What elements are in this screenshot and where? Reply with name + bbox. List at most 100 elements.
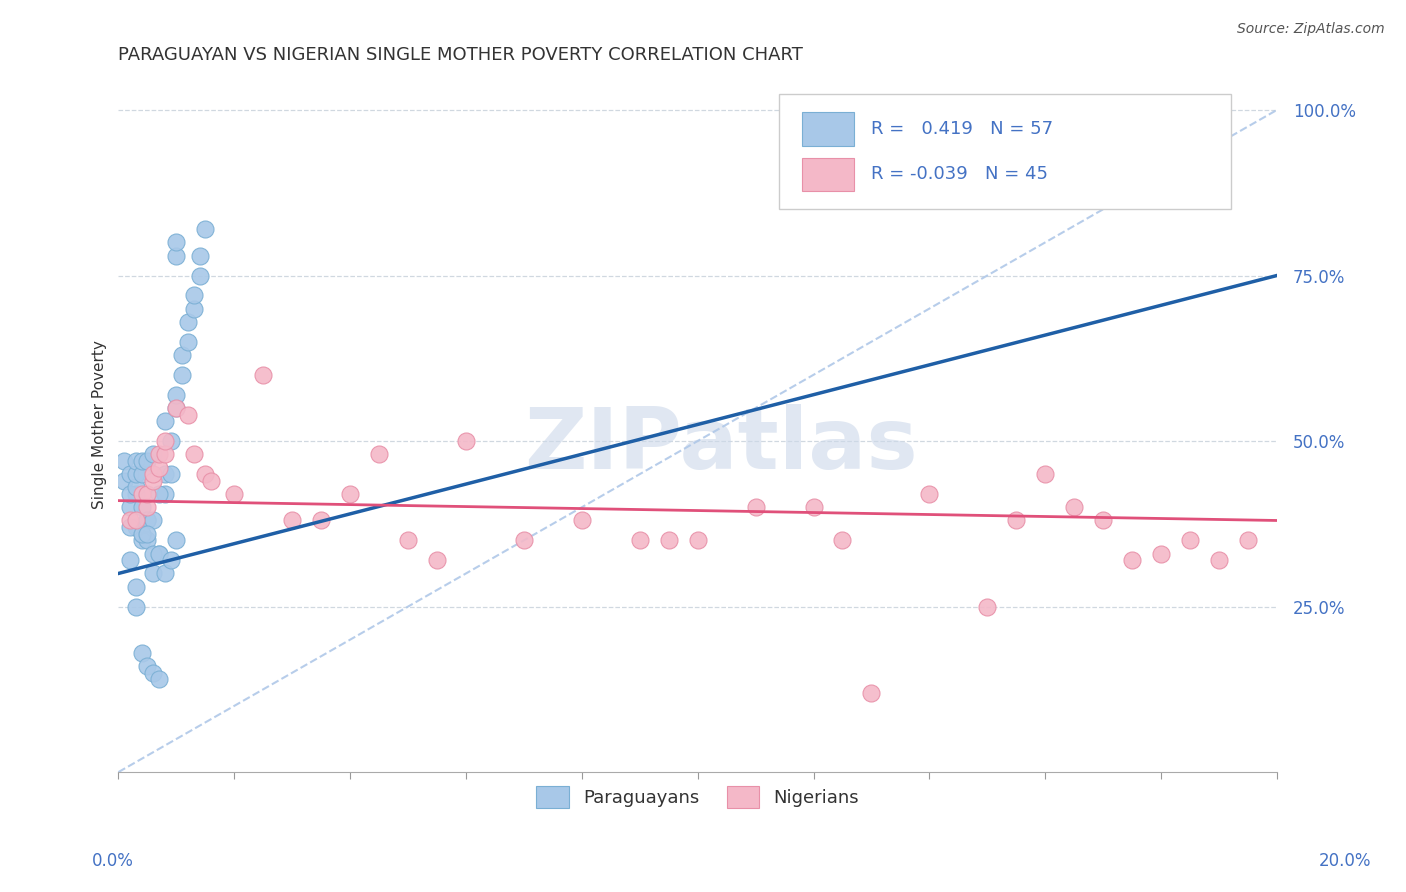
Point xyxy=(194,467,217,482)
Point xyxy=(118,553,141,567)
Point xyxy=(339,487,361,501)
Point xyxy=(172,348,194,362)
Point xyxy=(454,434,477,448)
Point xyxy=(136,533,159,548)
Point xyxy=(125,454,148,468)
Point xyxy=(148,460,170,475)
Point xyxy=(918,487,941,501)
Point xyxy=(803,500,825,515)
Point xyxy=(194,222,217,236)
Point xyxy=(148,547,170,561)
Point xyxy=(165,401,187,415)
Point xyxy=(165,401,187,415)
Point xyxy=(165,387,187,401)
Point xyxy=(125,580,148,594)
Point xyxy=(142,447,165,461)
Point xyxy=(148,547,170,561)
Point xyxy=(177,334,200,349)
Point xyxy=(1005,514,1028,528)
Point xyxy=(165,235,187,250)
Point xyxy=(112,474,135,488)
Point xyxy=(1092,514,1115,528)
Point xyxy=(159,434,181,448)
Point xyxy=(148,447,170,461)
Point xyxy=(1178,533,1201,548)
Point xyxy=(125,599,148,614)
Text: R = -0.039   N = 45: R = -0.039 N = 45 xyxy=(872,165,1049,183)
Point xyxy=(118,514,141,528)
Point xyxy=(571,514,593,528)
Y-axis label: Single Mother Poverty: Single Mother Poverty xyxy=(93,340,107,509)
Point xyxy=(125,467,148,482)
Point xyxy=(368,447,391,461)
Point xyxy=(183,301,205,316)
Point xyxy=(131,500,153,515)
Point xyxy=(426,553,449,567)
Point xyxy=(142,566,165,581)
Text: 20.0%: 20.0% xyxy=(1319,852,1371,870)
Point xyxy=(142,514,165,528)
Point xyxy=(153,467,176,482)
Point xyxy=(153,414,176,428)
Point xyxy=(177,408,200,422)
Point xyxy=(153,447,176,461)
Point xyxy=(658,533,681,548)
Point xyxy=(131,487,153,501)
Point xyxy=(513,533,536,548)
Point xyxy=(172,368,194,382)
Point xyxy=(136,454,159,468)
Point xyxy=(396,533,419,548)
Point xyxy=(188,249,211,263)
Point xyxy=(1063,500,1085,515)
Point xyxy=(177,315,200,329)
Point xyxy=(118,500,141,515)
Point xyxy=(281,514,304,528)
Point xyxy=(744,500,766,515)
Point xyxy=(309,514,332,528)
Point xyxy=(125,514,148,528)
Point xyxy=(118,467,141,482)
Point xyxy=(136,514,159,528)
Point xyxy=(125,480,148,494)
Point xyxy=(165,249,187,263)
Point xyxy=(131,467,153,482)
Point xyxy=(136,526,159,541)
FancyBboxPatch shape xyxy=(779,95,1230,209)
Point xyxy=(148,673,170,687)
Point xyxy=(1208,553,1230,567)
Point xyxy=(142,665,165,680)
Text: R =   0.419   N = 57: R = 0.419 N = 57 xyxy=(872,120,1053,138)
Point xyxy=(136,500,159,515)
Point xyxy=(118,487,141,501)
Point xyxy=(131,454,153,468)
Point xyxy=(142,474,165,488)
Point xyxy=(148,487,170,501)
Point xyxy=(125,487,148,501)
Point xyxy=(136,659,159,673)
Point xyxy=(159,553,181,567)
Point xyxy=(1121,553,1143,567)
Point xyxy=(831,533,853,548)
Point xyxy=(1150,547,1173,561)
Point xyxy=(976,599,998,614)
Point xyxy=(159,467,181,482)
Point xyxy=(136,514,159,528)
Point xyxy=(153,566,176,581)
Point xyxy=(860,685,883,699)
Point xyxy=(131,646,153,660)
Point xyxy=(686,533,709,548)
Point xyxy=(200,474,222,488)
Point xyxy=(153,487,176,501)
Point xyxy=(183,288,205,302)
Point xyxy=(1033,467,1056,482)
Point xyxy=(131,526,153,541)
Point xyxy=(136,487,159,501)
Point xyxy=(153,434,176,448)
Point xyxy=(131,533,153,548)
Point xyxy=(125,520,148,534)
Point xyxy=(165,533,187,548)
Point xyxy=(142,467,165,482)
Text: ZIPatlas: ZIPatlas xyxy=(524,404,918,487)
FancyBboxPatch shape xyxy=(801,158,853,191)
Text: PARAGUAYAN VS NIGERIAN SINGLE MOTHER POVERTY CORRELATION CHART: PARAGUAYAN VS NIGERIAN SINGLE MOTHER POV… xyxy=(118,46,803,64)
